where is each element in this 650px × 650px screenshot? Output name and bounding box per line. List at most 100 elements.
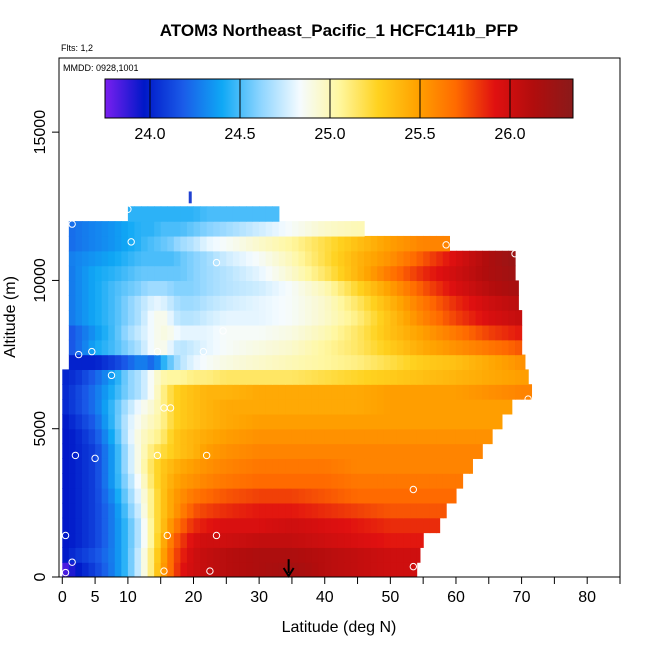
curtain-cell <box>298 250 306 267</box>
curtain-cell <box>482 310 490 326</box>
curtain-cell <box>337 265 346 282</box>
curtain-cell <box>160 221 168 237</box>
curtain-cell <box>213 235 221 252</box>
curtain-cell <box>246 458 254 474</box>
curtain-cell <box>219 369 227 385</box>
curtain-cell <box>186 265 195 282</box>
curtain-cell <box>442 280 450 296</box>
curtain-cell <box>75 310 83 326</box>
curtain-cell <box>482 324 490 341</box>
curtain-cell <box>272 502 280 519</box>
curtain-cell <box>147 265 155 282</box>
curtain-cell <box>88 443 96 459</box>
curtain-cell <box>305 458 313 474</box>
curtain-cell <box>180 265 188 282</box>
curtain-cell <box>291 488 300 504</box>
curtain-cell <box>81 235 90 252</box>
curtain-cell <box>167 532 175 548</box>
curtain-cell <box>442 413 450 430</box>
curtain-cell <box>442 339 450 356</box>
curtain-cell <box>377 458 385 474</box>
curtain-cell <box>416 502 424 519</box>
curtain-cell <box>469 324 477 341</box>
curtain-cell <box>508 250 516 267</box>
curtain-cell <box>403 547 411 563</box>
curtain-cell <box>95 458 103 474</box>
curtain-cell <box>410 502 418 519</box>
curtain-cell <box>81 354 90 370</box>
curtain-cell <box>383 265 391 282</box>
curtain-cell <box>318 413 326 430</box>
curtain-cell <box>259 221 267 237</box>
curtain-cell <box>311 562 319 577</box>
curtain-cell <box>331 399 339 415</box>
curtain-cell <box>350 265 359 282</box>
curtain-cell <box>436 473 444 489</box>
curtain-cell <box>219 250 227 267</box>
curtain-cell <box>383 413 391 430</box>
curtain-cell <box>311 399 319 415</box>
curtain-cell <box>134 310 142 326</box>
curtain-cell <box>350 458 359 474</box>
curtain-cell <box>501 265 510 282</box>
curtain-cell <box>193 413 201 430</box>
curtain-cell <box>377 354 385 370</box>
curtain-cell <box>101 354 109 370</box>
curtain-cell <box>200 488 208 504</box>
curtain-cell <box>127 562 136 577</box>
curtain-cell <box>81 547 90 563</box>
curtain-cell <box>246 310 254 326</box>
curtain-cell <box>455 443 464 459</box>
curtain-cell <box>298 354 306 370</box>
curtain-cell <box>278 235 286 252</box>
curtain-cell <box>246 369 254 385</box>
curtain-cell <box>75 280 83 296</box>
curtain-cell <box>232 547 241 563</box>
sample-point <box>68 558 76 566</box>
curtain-cell <box>101 235 109 252</box>
x-tick-label: 0 <box>58 589 67 606</box>
curtain-cell <box>186 428 195 445</box>
curtain-cell <box>68 384 76 400</box>
sample-point <box>153 451 162 460</box>
curtain-cell <box>272 517 280 534</box>
curtain-cell <box>291 547 300 563</box>
curtain-cell <box>246 235 254 252</box>
curtain-cell <box>226 428 234 445</box>
curtain-cell <box>206 339 214 356</box>
curtain-cell <box>501 399 510 415</box>
curtain-cell <box>232 206 241 222</box>
curtain-cell <box>226 473 234 489</box>
curtain-cell <box>436 413 444 430</box>
curtain-cell <box>331 295 339 311</box>
curtain-cell <box>383 369 391 385</box>
curtain-cell <box>462 443 470 459</box>
curtain-cell <box>403 428 411 445</box>
curtain-cell <box>423 250 431 267</box>
curtain-cell <box>259 443 267 459</box>
curtain-cell <box>160 532 168 548</box>
curtain-cell <box>167 473 175 489</box>
curtain-cell <box>344 517 352 534</box>
curtain-cell <box>173 488 181 504</box>
curtain-cell <box>449 310 457 326</box>
curtain-cell <box>173 354 181 370</box>
curtain-cell <box>508 399 513 415</box>
curtain-cell <box>193 473 201 489</box>
curtain-cell <box>436 250 444 267</box>
curtain-cell <box>377 295 385 311</box>
curtain-cell <box>173 295 181 311</box>
curtain-cell <box>377 517 385 534</box>
curtain-cell <box>350 295 359 311</box>
curtain-cell <box>213 517 221 534</box>
curtain-cell <box>186 295 195 311</box>
curtain-cell <box>173 265 181 282</box>
curtain-cell <box>324 562 332 577</box>
curtain-cell <box>68 473 76 489</box>
curtain-cell <box>265 488 273 504</box>
curtain-cell <box>226 206 234 222</box>
curtain-cell <box>147 354 155 370</box>
curtain-cell <box>213 339 221 356</box>
y-tick-label: 5000 <box>32 411 49 447</box>
curtain-cell <box>429 265 437 282</box>
